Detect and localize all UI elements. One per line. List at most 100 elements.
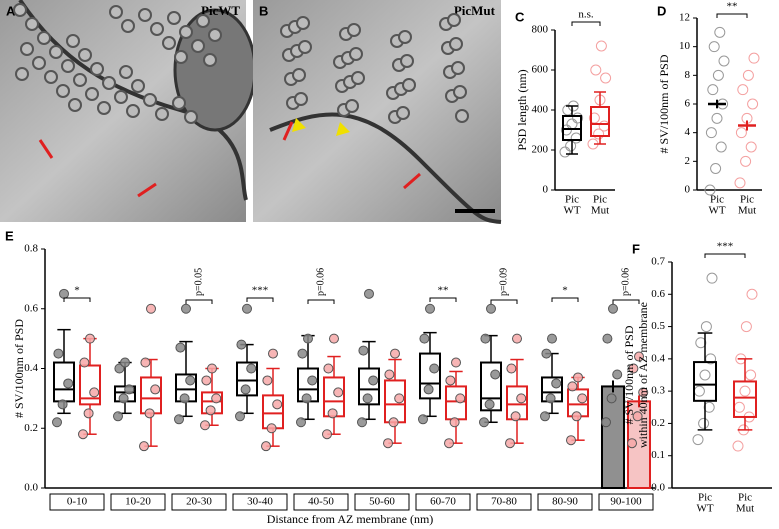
vesicle	[447, 13, 461, 27]
data-point	[735, 127, 747, 139]
box	[693, 361, 717, 402]
arrow	[282, 121, 421, 190]
significance-label: ***	[252, 285, 269, 297]
data-point	[235, 411, 245, 422]
significance-label: n.s.	[578, 9, 594, 21]
data-point	[700, 321, 712, 333]
data-point	[418, 414, 428, 425]
vesicle	[191, 39, 205, 53]
data-point	[732, 440, 744, 452]
y-tick-label: 4	[685, 126, 691, 138]
vesicle	[102, 76, 116, 90]
significance-label: p=0.06	[620, 268, 631, 296]
data-point	[364, 288, 374, 299]
y-tick-label: 6	[685, 98, 691, 110]
vesicle	[90, 62, 104, 76]
significance-bracket	[246, 297, 274, 302]
box	[733, 380, 757, 418]
data-point	[573, 372, 583, 383]
data-point	[449, 417, 460, 428]
data-point	[307, 375, 318, 386]
vesicle	[13, 3, 27, 17]
vesicle	[78, 48, 92, 62]
box	[79, 364, 101, 406]
data-point	[266, 423, 277, 434]
x-tick-label: 20-30	[186, 496, 212, 508]
box	[419, 352, 441, 400]
vesicle	[196, 14, 210, 28]
arrow	[38, 139, 157, 198]
x-tick-label: WT	[708, 205, 725, 217]
data-point	[185, 375, 196, 386]
data-point	[419, 333, 430, 344]
vesicle	[73, 73, 87, 87]
y-tick-label: 0.8	[24, 243, 38, 255]
vesicle	[162, 36, 176, 50]
data-point	[479, 417, 489, 428]
significance-bracket	[716, 13, 748, 18]
data-point	[181, 303, 191, 314]
data-point	[425, 303, 435, 314]
panel-letter: C	[515, 9, 525, 24]
data-point	[566, 118, 578, 130]
data-point	[429, 363, 440, 374]
y-tick-label: 800	[532, 24, 549, 36]
data-point	[63, 378, 74, 389]
vesicle	[49, 45, 63, 59]
data-point	[505, 438, 515, 449]
data-point	[118, 393, 129, 404]
data-point	[742, 69, 754, 81]
vesicle	[66, 34, 80, 48]
data-point	[606, 393, 617, 404]
data-point	[545, 393, 556, 404]
data-point	[490, 369, 501, 380]
category-box	[415, 493, 471, 511]
data-point	[78, 429, 88, 440]
significance-label: p=0.06	[315, 268, 326, 296]
data-point	[740, 321, 752, 333]
significance-bracket	[63, 297, 91, 302]
category-box	[232, 493, 288, 511]
data-point	[740, 155, 752, 167]
data-point	[89, 387, 100, 398]
data-point	[748, 52, 760, 64]
y-tick-label: 0.4	[651, 352, 665, 364]
data-point	[699, 369, 711, 381]
data-point	[593, 128, 605, 140]
data-point	[242, 303, 252, 314]
data-point	[394, 393, 405, 404]
x-tick-label: 90-100	[610, 496, 642, 508]
y-tick-label: 10	[679, 40, 691, 52]
data-point	[705, 127, 717, 139]
data-point	[698, 417, 710, 429]
data-point	[566, 435, 576, 446]
y-tick-label: 0.1	[651, 449, 665, 461]
triangle	[292, 118, 306, 132]
significance-bracket	[571, 21, 601, 26]
vesicle	[179, 25, 193, 39]
data-point	[714, 26, 726, 38]
data-point	[383, 438, 393, 449]
x-tick-label: WT	[696, 503, 713, 515]
panel-letter: B	[259, 3, 268, 18]
vesicle	[203, 53, 217, 67]
vesicle	[138, 8, 152, 22]
data-point	[480, 333, 491, 344]
data-point	[451, 357, 461, 368]
data-point	[357, 417, 367, 428]
y-tick-label: 200	[532, 144, 549, 156]
data-point	[83, 408, 94, 419]
y-tick-label: 2	[685, 155, 691, 167]
data-point	[207, 363, 217, 374]
data-point	[712, 69, 724, 81]
significance-label: *	[74, 285, 80, 297]
triangle	[336, 122, 350, 136]
y-tick-label: 0.6	[651, 288, 665, 300]
data-point	[445, 375, 456, 386]
vesicle	[15, 67, 29, 81]
x-tick-label: Pic	[593, 194, 607, 206]
data-point	[600, 72, 612, 84]
vesicle	[402, 78, 416, 92]
data-point	[634, 351, 644, 362]
x-axis-label: Distance from AZ membrane (nm)	[267, 512, 434, 526]
